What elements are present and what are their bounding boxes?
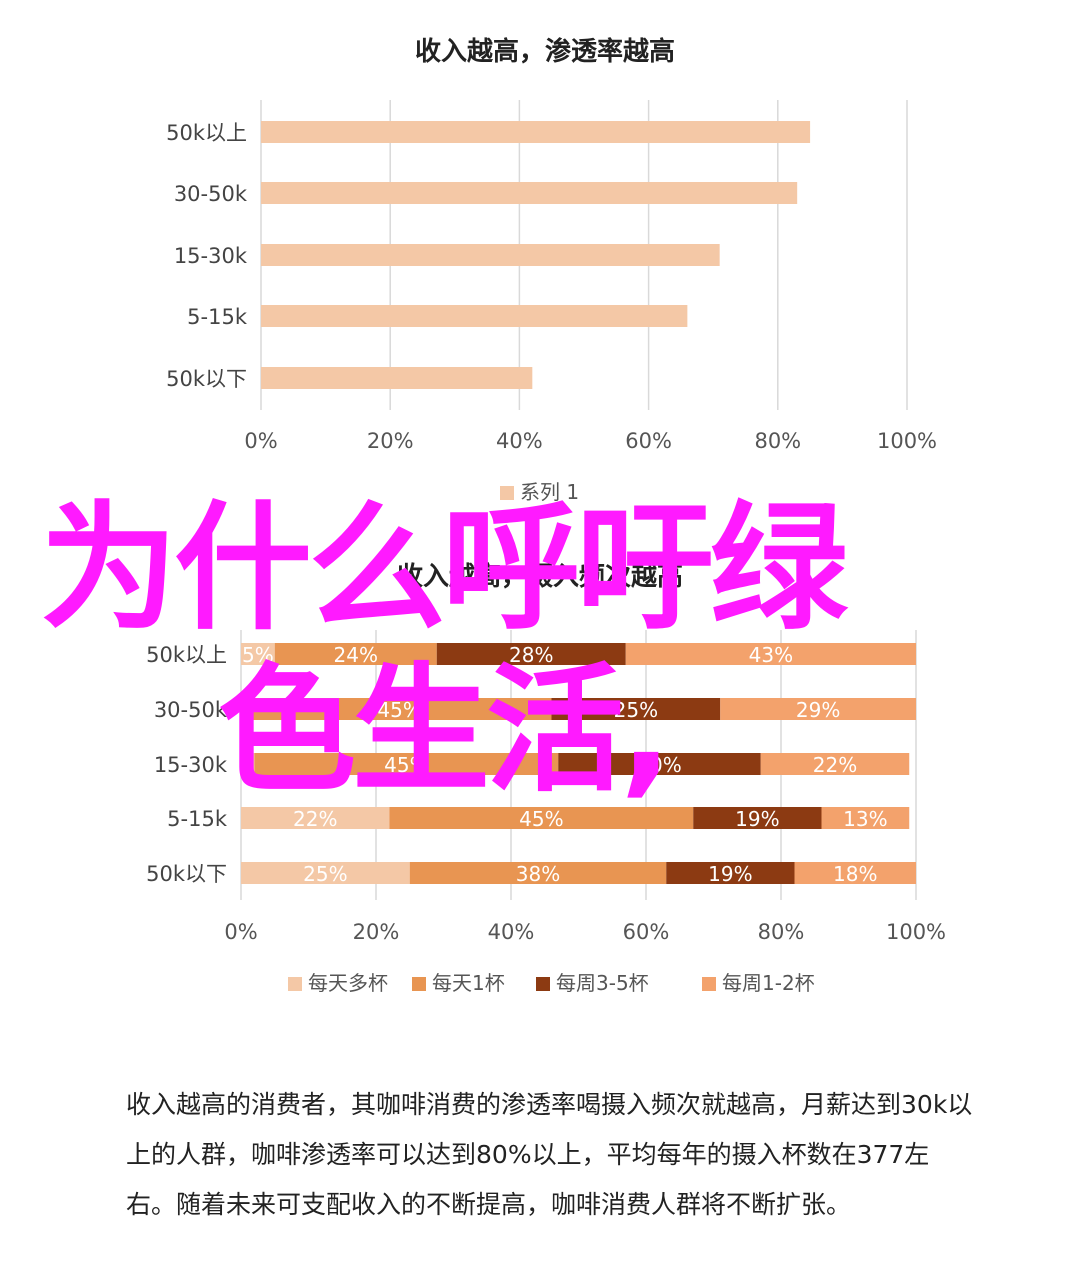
legend-label: 每天1杯 <box>432 971 505 995</box>
y-category-label: 15-30k <box>174 244 248 268</box>
data-label: 30% <box>637 753 681 777</box>
x-tick-label: 40% <box>496 429 543 453</box>
bar-segment <box>261 305 688 327</box>
y-category-label: 50k以上 <box>146 643 227 667</box>
legend-swatch <box>702 977 716 991</box>
overlay-line-2: 色生活, <box>218 650 672 811</box>
x-tick-label: 80% <box>754 429 801 453</box>
data-label: 19% <box>708 862 752 886</box>
y-category-label: 50k以下 <box>146 862 227 886</box>
overlay-title: 为什么呼吁绿 色生活, <box>40 488 1060 812</box>
bar-segment <box>274 643 437 665</box>
x-tick-label: 40% <box>488 920 535 944</box>
data-label: 13% <box>843 807 887 831</box>
chart-frequency: 收入越高，摄入频次越高 0% 20% 40% 60% 80% 100% 50k以上 5% 24% 2… <box>146 561 946 995</box>
bar-segment <box>794 862 916 884</box>
overlay-line-1: 为什么呼吁绿 <box>40 488 848 649</box>
x-tick-label: 80% <box>758 920 805 944</box>
x-tick-label: 100% <box>886 920 946 944</box>
bar-segment <box>241 643 275 665</box>
data-label: 45% <box>384 753 428 777</box>
legend-label: 系列 1 <box>520 480 579 504</box>
y-category-label: 50k以下 <box>166 367 247 391</box>
data-label: 25% <box>614 698 658 722</box>
data-label: 19% <box>735 807 779 831</box>
chart-penetration: 收入越高，渗透率越高 0% 20% 40% 60% 80% 100% 50k以上 30-50k 1… <box>166 36 937 504</box>
data-label: 29% <box>796 698 840 722</box>
chart-title: 收入越高，渗透率越高 <box>415 36 675 67</box>
data-label: 45% <box>519 807 563 831</box>
bar-segment <box>247 698 552 720</box>
bar-segment <box>254 753 559 775</box>
legend-swatch <box>500 486 514 500</box>
legend-label: 每周1-2杯 <box>722 971 815 995</box>
x-tick-label: 20% <box>353 920 400 944</box>
data-label: 24% <box>334 643 378 667</box>
bar-segment <box>261 121 811 143</box>
bar-segment <box>261 367 533 389</box>
legend-swatch <box>412 977 426 991</box>
bar-segment <box>625 643 916 665</box>
data-label: 43% <box>749 643 793 667</box>
caption-paragraph: 收入越高的消费者，其咖啡消费的渗透率喝摄入频次就越高，月薪达到30k以上的人群，… <box>126 1090 973 1219</box>
bar-segment <box>241 753 255 775</box>
bar-segment <box>720 698 916 720</box>
bar-segment <box>436 643 626 665</box>
bar-segment <box>551 698 721 720</box>
y-category-label: 15-30k <box>154 753 228 777</box>
bar-segment <box>821 807 910 829</box>
bar-segment <box>241 862 410 884</box>
data-label: 25% <box>303 862 347 886</box>
legend-label: 每周3-5杯 <box>556 971 649 995</box>
bar-segment <box>693 807 822 829</box>
data-label: 38% <box>516 862 560 886</box>
bar-segment <box>241 698 248 720</box>
x-tick-label: 0% <box>224 920 257 944</box>
legend-label: 每天多杯 <box>308 971 388 995</box>
legend-swatch <box>536 977 550 991</box>
y-category-label: 30-50k <box>154 698 228 722</box>
x-tick-label: 100% <box>877 429 937 453</box>
bar-segment <box>409 862 667 884</box>
x-tick-label: 60% <box>623 920 670 944</box>
x-tick-label: 20% <box>367 429 414 453</box>
x-tick-label: 0% <box>244 429 277 453</box>
y-category-label: 5-15k <box>187 305 248 329</box>
legend-swatch <box>288 977 302 991</box>
bar-segment <box>558 753 761 775</box>
bar-segment <box>261 244 720 266</box>
y-category-label: 5-15k <box>167 807 228 831</box>
bar-segment <box>241 807 390 829</box>
data-label: 28% <box>509 643 553 667</box>
bar-segment <box>389 807 694 829</box>
y-category-label: 50k以上 <box>166 121 247 145</box>
data-label: 22% <box>813 753 857 777</box>
bar-segment <box>760 753 910 775</box>
chart-title: 收入越高，摄入频次越高 <box>397 561 683 592</box>
data-label: 22% <box>293 807 337 831</box>
data-label: 18% <box>833 862 877 886</box>
data-label: 5% <box>242 643 274 667</box>
y-category-label: 30-50k <box>174 182 248 206</box>
bar-segment <box>666 862 795 884</box>
bar-segment <box>261 182 798 204</box>
data-label: 45% <box>377 698 421 722</box>
x-tick-label: 60% <box>625 429 672 453</box>
